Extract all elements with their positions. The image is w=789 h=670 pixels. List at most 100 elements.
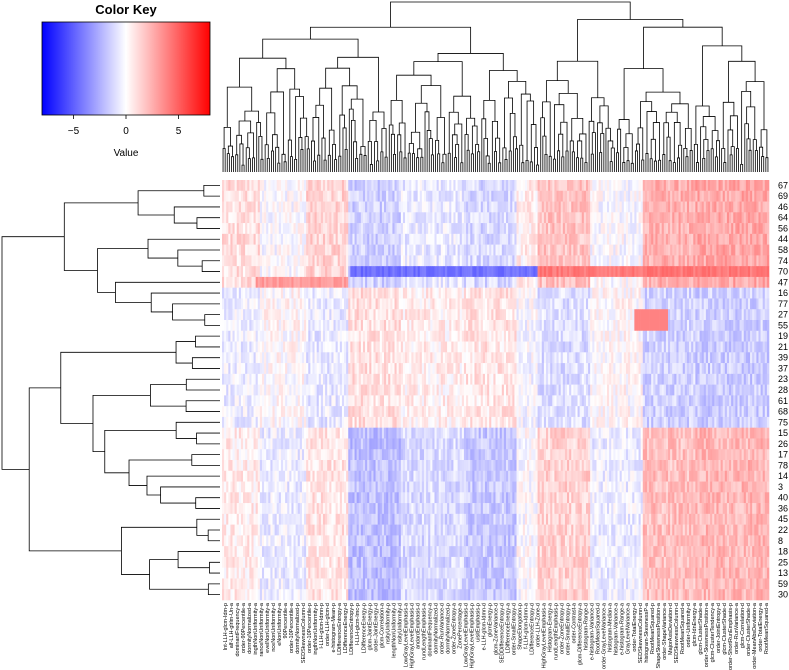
heatmap-cell [661,223,665,235]
heatmap-cell [575,287,578,299]
heatmap-cell [672,352,675,364]
heatmap-cell [596,201,599,213]
dendrogram-branch [684,127,692,151]
heatmap-cell [674,244,677,256]
heatmap-cell [348,287,351,299]
heatmap-cell [417,190,421,202]
heatmap-cell [373,363,376,375]
heatmap-cell [266,309,269,321]
heatmap-cell [491,180,494,192]
heatmap-cell [615,309,618,321]
heatmap-cell [230,352,233,364]
heatmap-cell [270,330,273,342]
dendrogram-branch [177,249,220,267]
heatmap-cell [480,180,484,192]
heatmap-cell [455,352,458,364]
heatmap-cell [659,244,662,256]
heatmap-cell [291,233,294,245]
heatmap-cell [226,309,229,321]
heatmap-cell [394,190,397,202]
heatmap-cell [400,276,404,288]
heatmap-cell [299,287,303,299]
heatmap-cell [245,212,248,224]
heatmap-cell [625,320,629,332]
heatmap-cell [497,298,500,310]
heatmap-cell [419,363,423,375]
heatmap-cell [518,201,522,213]
heatmap-cell [344,233,347,245]
heatmap-cell [522,212,526,224]
heatmap-cell [310,244,313,256]
heatmap-cell [545,212,549,224]
heatmap-cell [501,352,505,364]
heatmap-cell [668,255,671,267]
heatmap-cell [575,223,578,235]
heatmap-cell [261,309,265,321]
heatmap-cell [251,266,254,278]
heatmap-cell [280,309,284,321]
heatmap-cell [297,255,301,267]
heatmap-cell [634,223,637,235]
heatmap-cell [579,233,583,245]
heatmap-cell [371,363,374,375]
heatmap-cell [579,320,583,332]
dendrogram-branch [226,153,230,172]
heatmap-cell [539,352,543,364]
heatmap-cell [510,266,513,278]
heatmap-cell [350,180,353,192]
heatmap-cell [644,298,648,310]
dendrogram-branch [264,144,269,172]
heatmap-cell [232,255,235,267]
heatmap-cell [461,341,465,353]
heatmap-cell [442,201,446,213]
heatmap-cell [714,352,717,364]
heatmap-cell [750,363,753,375]
heatmap-cell [278,255,282,267]
heatmap-cell [699,287,702,299]
heatmap-cell [577,363,580,375]
heatmap-cell [716,201,719,213]
heatmap-cell [276,330,280,342]
heatmap-cell [249,190,252,202]
heatmap-cell [625,244,629,256]
heatmap-cell [731,190,734,202]
heatmap-cell [388,330,391,342]
heatmap-cell [527,309,530,321]
heatmap-cell [644,212,648,224]
heatmap-cell [548,276,551,288]
heatmap-cell [680,352,684,364]
heatmap-cell [276,201,280,213]
heatmap-cell [726,309,730,321]
heatmap-cell [558,255,562,267]
heatmap-cell [224,212,227,224]
heatmap-cell [415,341,418,353]
heatmap-cell [531,341,534,353]
heatmap-cell [716,255,719,267]
heatmap-cell [442,363,446,375]
heatmap-cell [449,223,452,235]
heatmap-cell [625,223,629,235]
heatmap-cell [310,309,313,321]
heatmap-cell [524,190,528,202]
heatmap-cell [463,320,467,332]
heatmap-cell [499,352,503,364]
heatmap-cell [352,309,355,321]
heatmap-cell [682,276,686,288]
heatmap-cell [261,276,265,288]
heatmap-cell [533,287,536,299]
dendrogram-branch [172,303,220,321]
heatmap-cell [499,287,503,299]
heatmap-cell [247,330,250,342]
heatmap-cell [312,244,315,256]
dendrogram-branch [721,148,726,172]
heatmap-cell [489,320,492,332]
heatmap-cell [272,223,275,235]
heatmap-cell [705,244,709,256]
heatmap-cell [487,276,490,288]
heatmap-cell [543,287,547,299]
heatmap-cell [400,201,404,213]
heatmap-cell [379,180,383,192]
heatmap-cell [379,201,383,213]
heatmap-cell [392,201,395,213]
dendrogram-branch [504,97,513,148]
